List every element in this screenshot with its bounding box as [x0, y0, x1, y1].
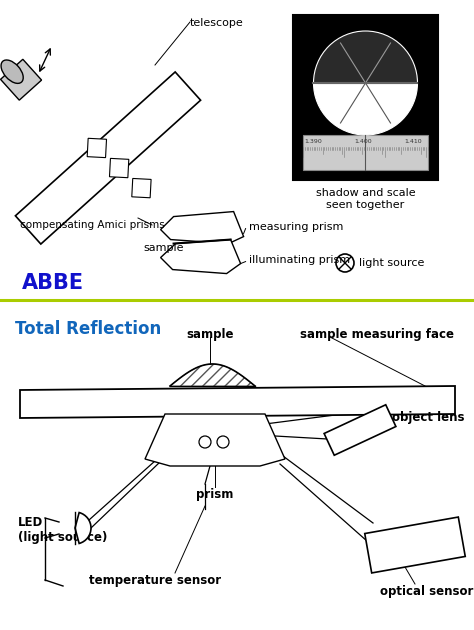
- Polygon shape: [20, 386, 455, 418]
- Polygon shape: [0, 59, 42, 100]
- Text: optical sensor: optical sensor: [380, 585, 474, 598]
- Circle shape: [336, 254, 354, 272]
- Text: sample measuring face: sample measuring face: [300, 328, 454, 341]
- Text: 1.400: 1.400: [354, 139, 372, 144]
- Text: telescope: telescope: [190, 18, 244, 28]
- Text: LED
(light source): LED (light source): [18, 516, 108, 544]
- Polygon shape: [161, 239, 241, 273]
- Text: measuring prism: measuring prism: [248, 222, 343, 232]
- Text: temperature sensor: temperature sensor: [89, 574, 221, 587]
- Text: shadow and scale
seen together: shadow and scale seen together: [316, 188, 415, 210]
- Polygon shape: [145, 414, 285, 466]
- Polygon shape: [324, 404, 396, 455]
- Text: prism: prism: [196, 488, 234, 501]
- Polygon shape: [87, 139, 107, 158]
- Bar: [303, 135, 428, 170]
- Wedge shape: [75, 513, 91, 544]
- Text: sample: sample: [143, 243, 183, 253]
- Polygon shape: [109, 158, 129, 178]
- Bar: [293, 15, 438, 180]
- Wedge shape: [313, 83, 418, 135]
- Text: compensating Amici prisms: compensating Amici prisms: [20, 220, 165, 230]
- Wedge shape: [313, 31, 418, 83]
- Text: light source: light source: [359, 258, 424, 268]
- Text: sample: sample: [186, 328, 234, 341]
- Text: 1.390: 1.390: [304, 139, 322, 144]
- Polygon shape: [161, 212, 244, 244]
- Text: illuminating prism: illuminating prism: [248, 255, 350, 265]
- Circle shape: [217, 436, 229, 448]
- Text: object lens: object lens: [392, 411, 465, 425]
- Circle shape: [199, 436, 211, 448]
- Polygon shape: [365, 517, 465, 573]
- Text: ABBE: ABBE: [22, 273, 84, 293]
- Text: 1.410: 1.410: [404, 139, 422, 144]
- Ellipse shape: [1, 60, 23, 83]
- Text: Total Reflection: Total Reflection: [15, 320, 161, 338]
- Polygon shape: [15, 72, 201, 244]
- Polygon shape: [132, 178, 151, 198]
